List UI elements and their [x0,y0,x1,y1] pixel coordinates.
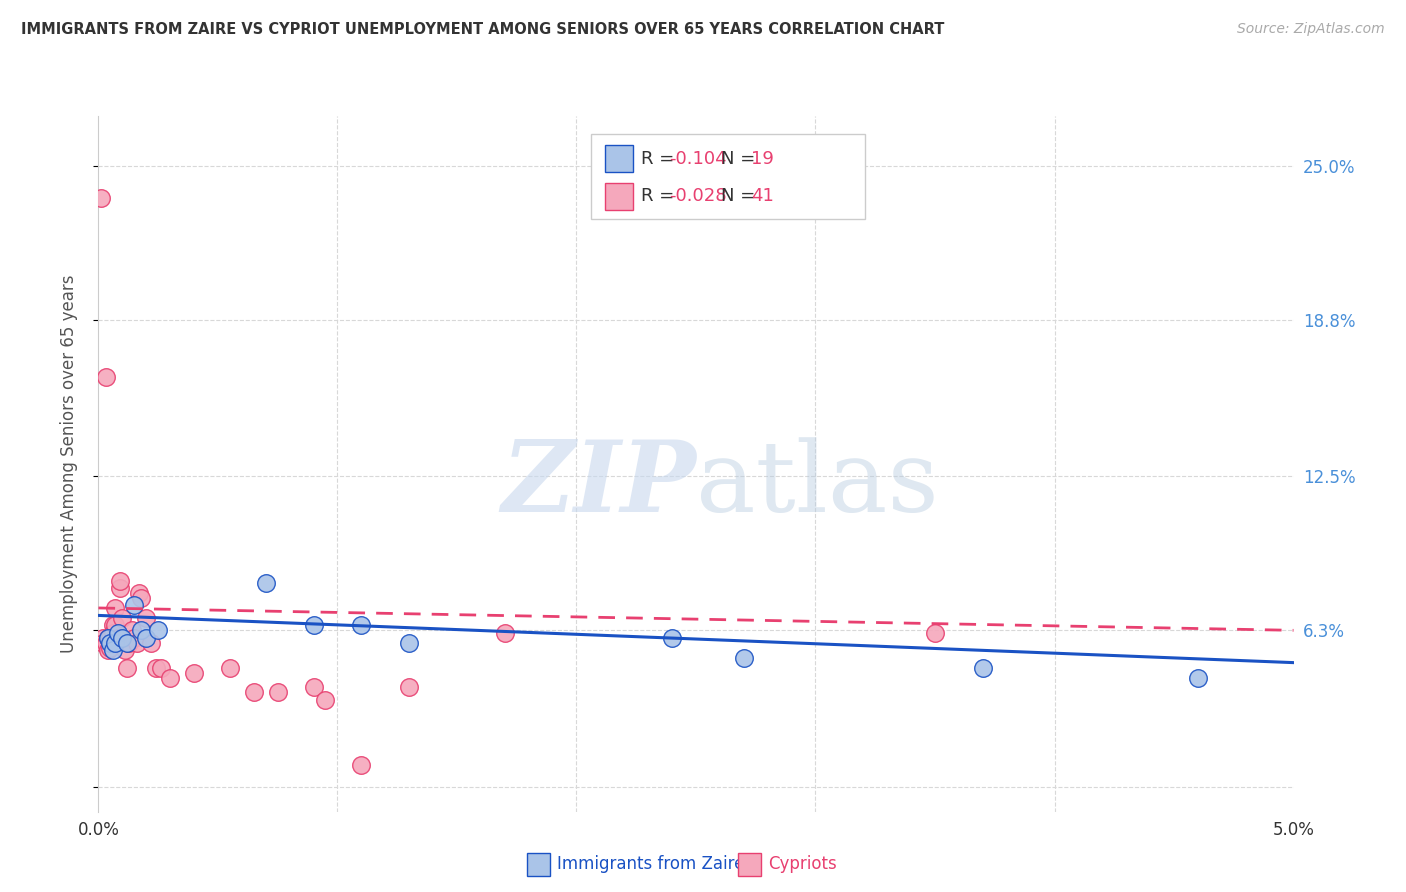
Point [91,636,114,650]
Text: IMMIGRANTS FROM ZAIRE VS CYPRIOT UNEMPLOYMENT AMONG SENIORS OVER 65 YEARS CORREL: IMMIGRANTS FROM ZAIRE VS CYPRIOT UNEMPLO… [21,22,945,37]
Point [145,660,167,674]
Point [398,681,420,695]
Point [302,681,325,695]
Text: Immigrants from Zaire: Immigrants from Zaire [557,855,744,873]
Point [243,685,266,699]
Point [135,611,157,625]
Point [111,631,134,645]
Text: atlas: atlas [696,437,939,533]
Point [98,631,122,645]
Point [114,643,136,657]
Point [128,586,150,600]
Text: -0.028: -0.028 [669,187,727,205]
Point [104,618,127,632]
Point [97,643,120,657]
Point [107,625,129,640]
Text: -0.104: -0.104 [669,150,727,168]
Text: N =: N = [721,150,761,168]
Point [124,599,146,613]
Point [924,625,946,640]
Point [94,636,117,650]
Point [254,576,277,591]
Point [97,631,120,645]
Point [125,636,148,650]
Text: Source: ZipAtlas.com: Source: ZipAtlas.com [1237,22,1385,37]
Text: 19: 19 [751,150,773,168]
Point [149,660,172,674]
Point [91,631,114,645]
Point [98,636,122,650]
Text: Cypriots: Cypriots [768,855,837,873]
Point [98,640,122,655]
Point [115,636,138,650]
Text: ZIP: ZIP [501,436,696,533]
Point [350,757,373,772]
Point [219,660,242,674]
Point [315,693,337,707]
Point [267,685,290,699]
Point [124,631,146,645]
Point [107,631,129,645]
Point [101,643,124,657]
Point [115,660,138,674]
Point [121,624,143,638]
Point [118,636,141,650]
Text: R =: R = [641,150,681,168]
Point [111,611,134,625]
Point [302,618,325,632]
Point [183,665,205,680]
Point [108,581,131,595]
Point [131,624,153,638]
Point [104,601,127,615]
Point [1187,671,1209,685]
Point [661,631,683,645]
Point [131,591,153,605]
Point [107,636,129,650]
Point [90,191,112,205]
Point [101,618,124,632]
Point [494,625,516,640]
Y-axis label: Unemployment Among Seniors over 65 years: Unemployment Among Seniors over 65 years [59,275,77,653]
Point [94,369,117,384]
Point [108,574,131,588]
Point [159,671,181,685]
Point [350,618,373,632]
Point [135,631,157,645]
Text: 41: 41 [751,187,773,205]
Point [104,636,127,650]
Point [101,625,124,640]
Text: N =: N = [721,187,761,205]
Point [139,636,162,650]
Point [148,624,170,638]
Text: R =: R = [641,187,681,205]
Point [733,650,755,665]
Point [97,631,120,645]
Point [398,636,420,650]
Point [972,660,994,674]
